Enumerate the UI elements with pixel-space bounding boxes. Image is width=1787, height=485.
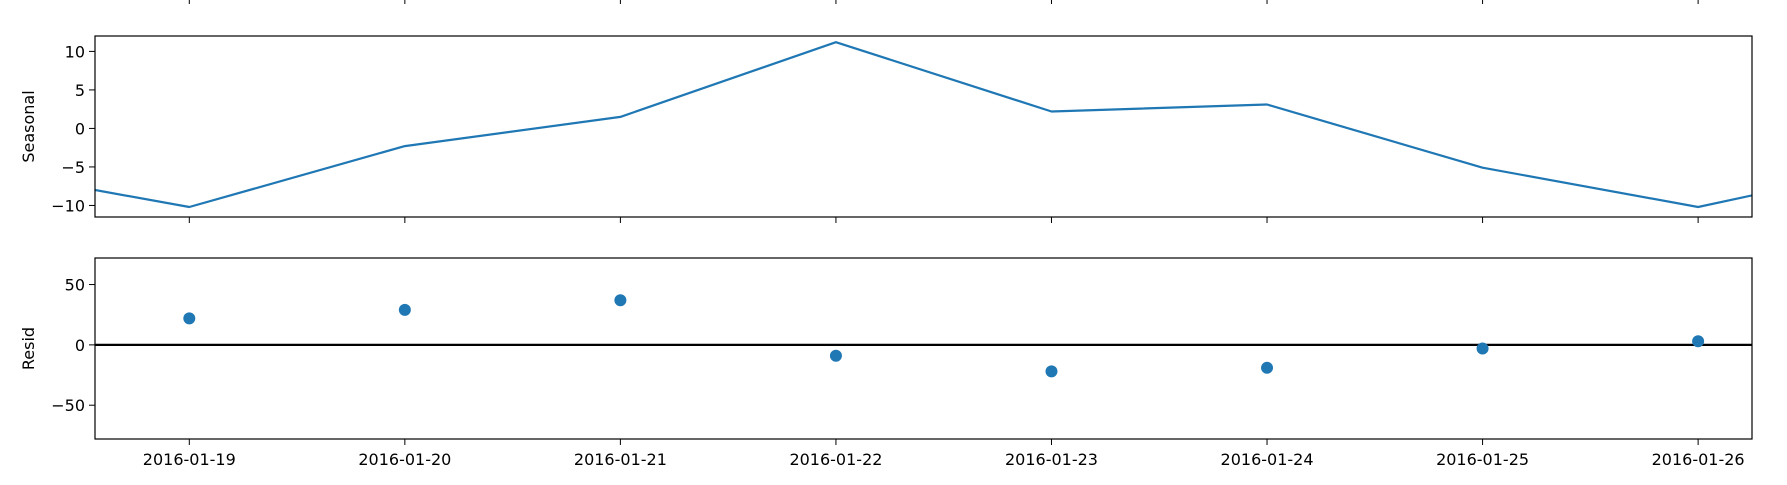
y-tick-label: 0 bbox=[75, 336, 85, 355]
plot-frame bbox=[94, 35, 1753, 218]
resid-point bbox=[398, 303, 411, 316]
x-tick-label: 2016-01-22 bbox=[789, 450, 882, 469]
y-tick-label: −50 bbox=[51, 396, 85, 415]
y-tick-label: −10 bbox=[51, 196, 85, 215]
panel-resid bbox=[89, 257, 1753, 445]
resid-point bbox=[1045, 365, 1058, 378]
x-tick-label: 2016-01-19 bbox=[143, 450, 236, 469]
y-tick-label: 5 bbox=[75, 81, 85, 100]
x-tick-label: 2016-01-20 bbox=[358, 450, 451, 469]
y-tick-label: 50 bbox=[65, 276, 85, 295]
plot-area bbox=[95, 294, 1752, 378]
y-tick-label: 10 bbox=[65, 42, 85, 61]
y-tick-label: −5 bbox=[61, 158, 85, 177]
y-axis-title: Resid bbox=[19, 327, 38, 370]
plot-area bbox=[95, 41, 1752, 209]
x-tick-label: 2016-01-26 bbox=[1652, 450, 1745, 469]
panel-seasonal bbox=[89, 0, 1753, 223]
resid-point bbox=[1476, 342, 1489, 355]
resid-point bbox=[1692, 335, 1705, 348]
x-tick-label: 2016-01-24 bbox=[1221, 450, 1314, 469]
resid-point bbox=[829, 349, 842, 362]
x-tick-label: 2016-01-25 bbox=[1436, 450, 1529, 469]
x-tick-label: 2016-01-21 bbox=[574, 450, 667, 469]
resid-point bbox=[614, 294, 627, 307]
seasonal-line bbox=[95, 41, 1752, 209]
y-axis-title: Seasonal bbox=[19, 90, 38, 162]
resid-point bbox=[183, 312, 196, 325]
y-tick-label: 0 bbox=[75, 119, 85, 138]
resid-point bbox=[1261, 361, 1274, 374]
plot-frame bbox=[94, 257, 1753, 440]
x-tick-label: 2016-01-23 bbox=[1005, 450, 1098, 469]
